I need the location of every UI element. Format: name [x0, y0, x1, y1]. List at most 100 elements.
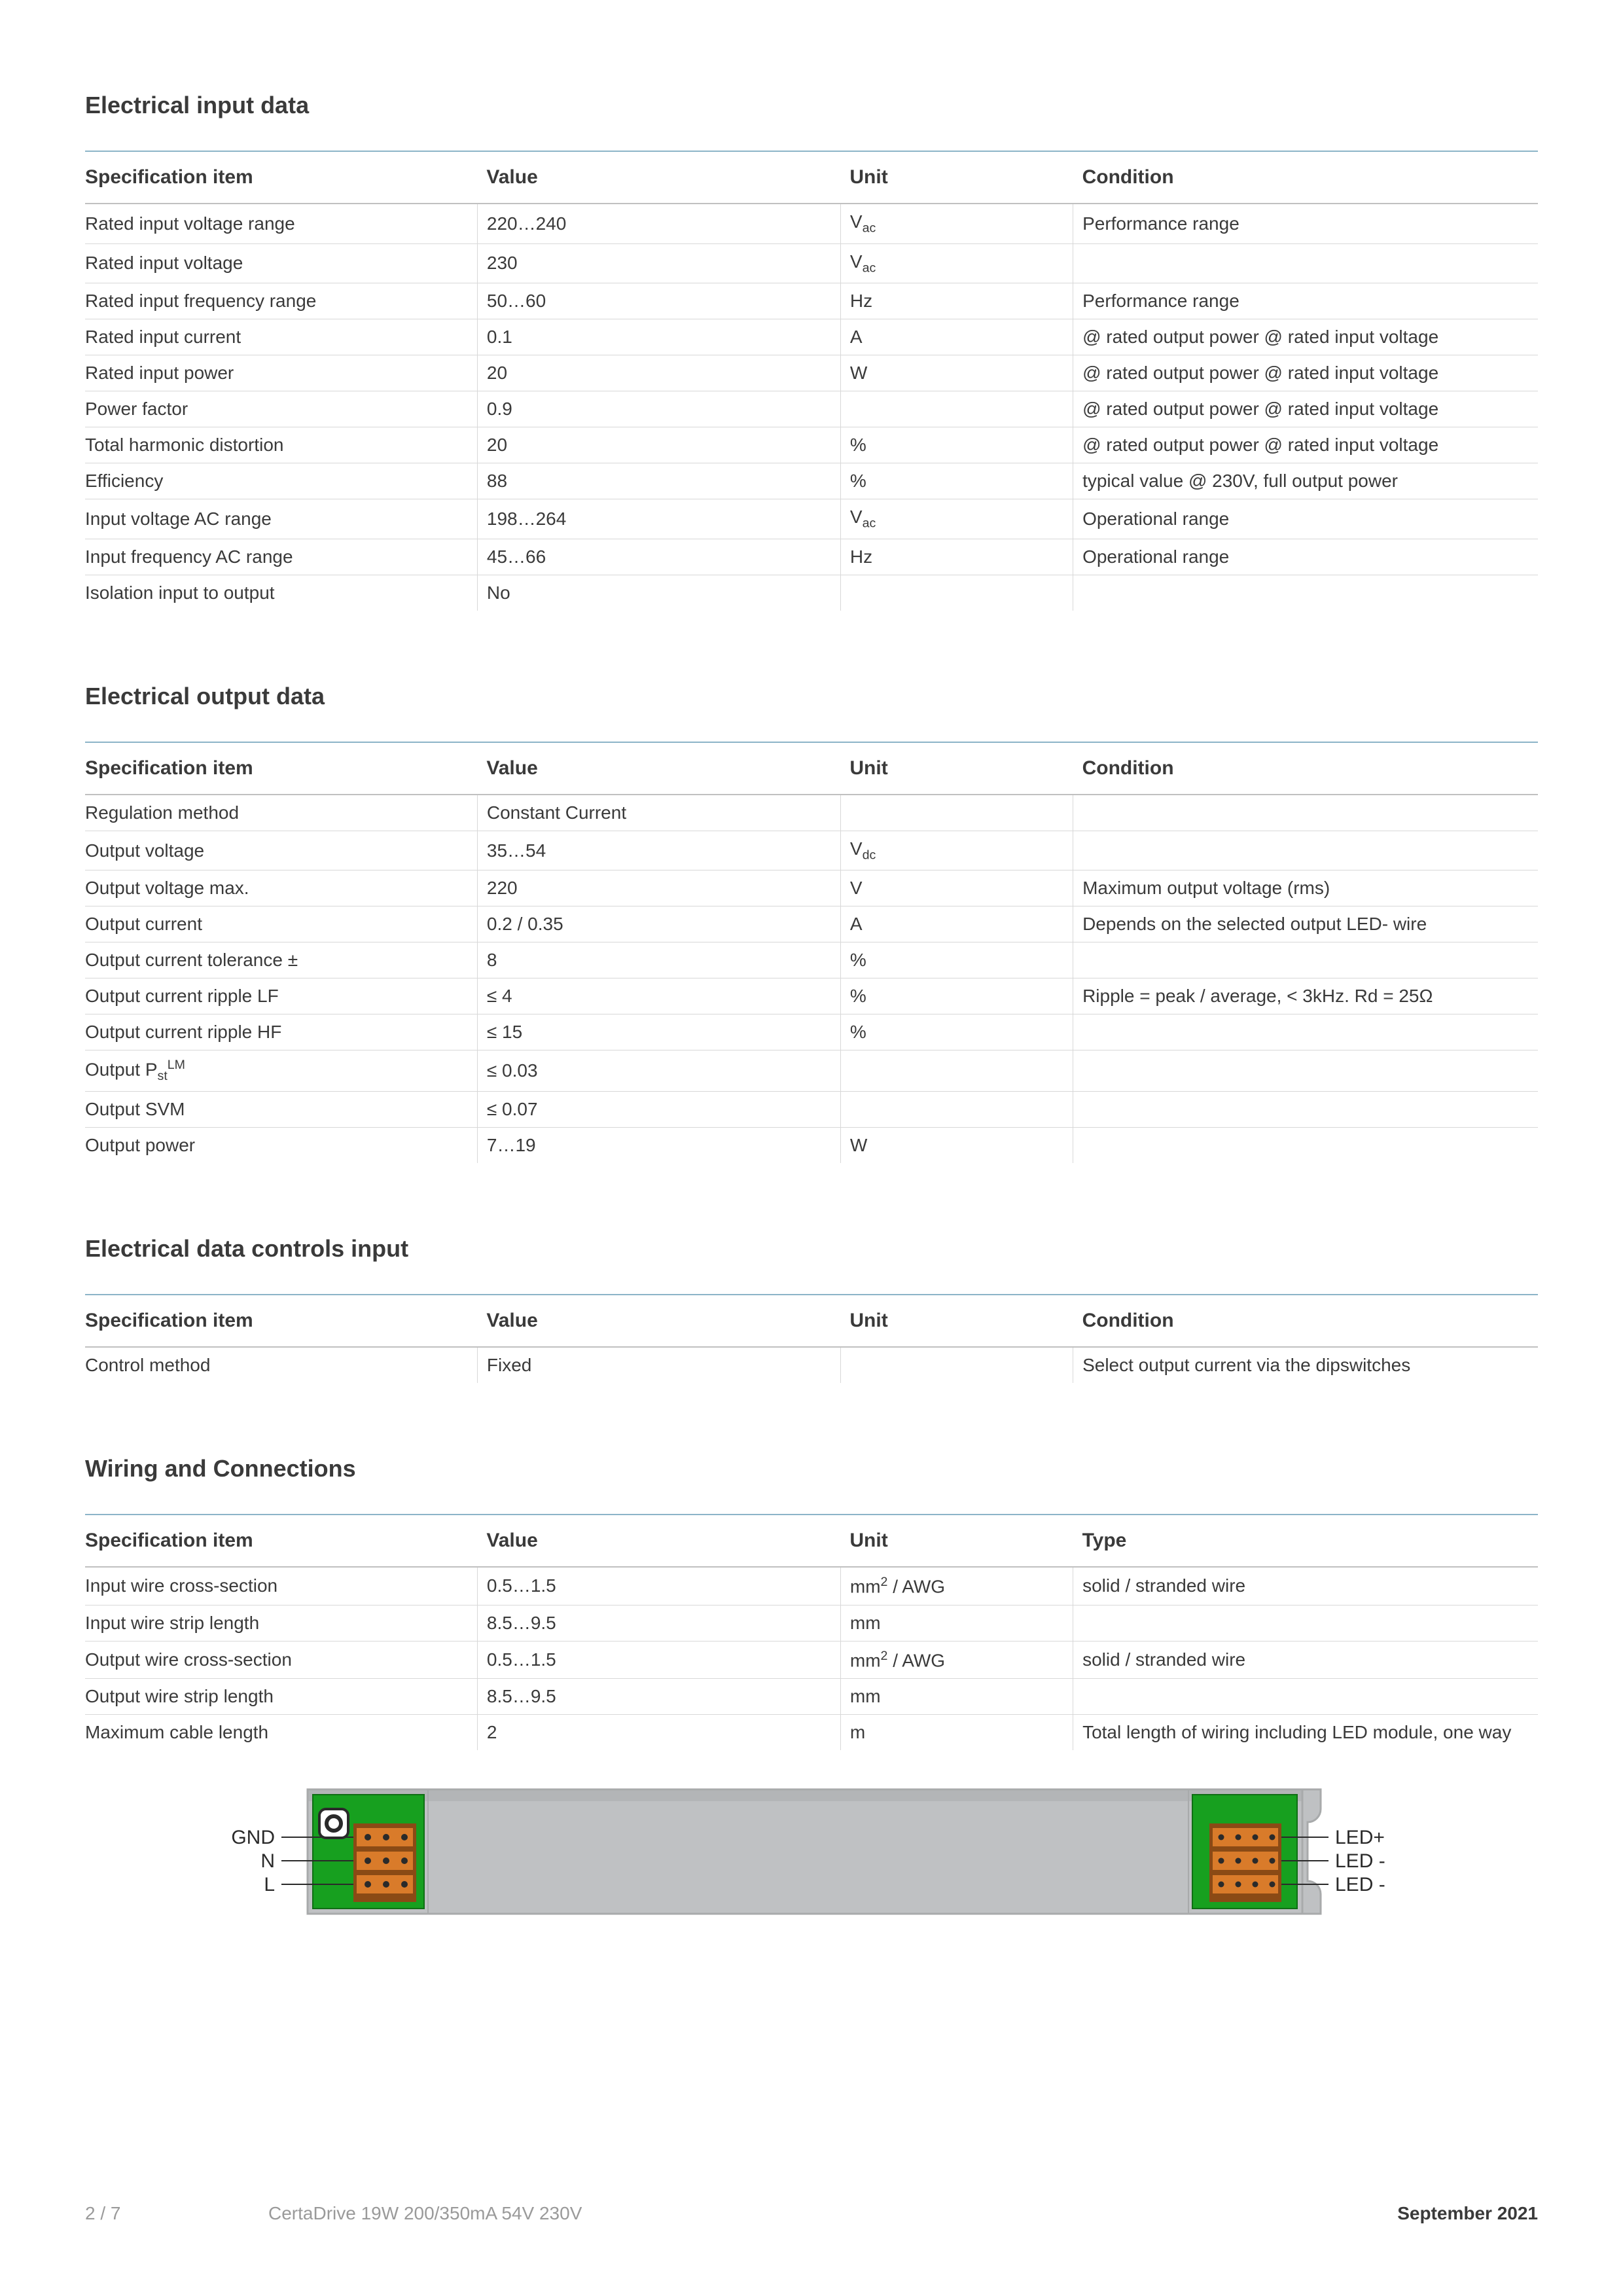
- cell-condition: [1073, 1092, 1538, 1128]
- cell-value: 45…66: [477, 539, 840, 575]
- table-row: Input wire cross-section0.5…1.5mm2 / AWG…: [85, 1567, 1538, 1605]
- cell-value: 0.5…1.5: [477, 1641, 840, 1678]
- col-header-condition: Condition: [1073, 151, 1538, 204]
- table-row: Output current0.2 / 0.35ADepends on the …: [85, 906, 1538, 942]
- cell-condition: [1073, 575, 1538, 611]
- diagram-label-right: LED -: [1335, 1874, 1385, 1895]
- cell-value: 50…60: [477, 283, 840, 319]
- cell-value: ≤ 15: [477, 1014, 840, 1050]
- cell-unit: %: [840, 463, 1073, 499]
- section-title: Electrical input data: [85, 92, 1538, 119]
- col-header-unit: Unit: [840, 742, 1073, 795]
- cell-spec: Rated input frequency range: [85, 283, 477, 319]
- cell-condition: Maximum output voltage (rms): [1073, 870, 1538, 906]
- section-title: Electrical data controls input: [85, 1235, 1538, 1263]
- section-controls-input: Electrical data controls input Specifica…: [85, 1235, 1538, 1383]
- cell-value: ≤ 0.03: [477, 1050, 840, 1092]
- cell-condition: Total length of wiring including LED mod…: [1073, 1714, 1538, 1750]
- table-row: Rated input current0.1A@ rated output po…: [85, 319, 1538, 355]
- table-row: Efficiency88%typical value @ 230V, full …: [85, 463, 1538, 499]
- section-title: Wiring and Connections: [85, 1455, 1538, 1482]
- table-row: Output current ripple LF≤ 4%Ripple = pea…: [85, 978, 1538, 1014]
- wiring-diagram: GNDNLLED+LED -LED -: [170, 1776, 1453, 1927]
- cell-unit: %: [840, 942, 1073, 978]
- cell-unit: [840, 391, 1073, 427]
- table-row: Regulation methodConstant Current: [85, 795, 1538, 831]
- diagram-label-left: GND: [231, 1827, 275, 1848]
- table-row: Output PstLM≤ 0.03: [85, 1050, 1538, 1092]
- cell-value: 220: [477, 870, 840, 906]
- cell-spec: Output power: [85, 1128, 477, 1164]
- table-electrical-output: Specification item Value Unit Condition …: [85, 742, 1538, 1164]
- product-name: CertaDrive 19W 200/350mA 54V 230V: [268, 2203, 1397, 2224]
- cell-spec: Output wire strip length: [85, 1678, 477, 1714]
- table-row: Output voltage max.220VMaximum output vo…: [85, 870, 1538, 906]
- cell-condition: [1073, 831, 1538, 870]
- cell-spec: Output SVM: [85, 1092, 477, 1128]
- table-row: Total harmonic distortion20%@ rated outp…: [85, 427, 1538, 463]
- cell-unit: [840, 1050, 1073, 1092]
- cell-condition: Depends on the selected output LED- wire: [1073, 906, 1538, 942]
- diagram-label-left: L: [264, 1874, 275, 1895]
- cell-condition: [1073, 795, 1538, 831]
- cell-condition: Performance range: [1073, 204, 1538, 243]
- table-row: Input frequency AC range45…66HzOperation…: [85, 539, 1538, 575]
- cell-spec: Input wire cross-section: [85, 1567, 477, 1605]
- cell-value: 230: [477, 243, 840, 283]
- cell-spec: Output current tolerance ±: [85, 942, 477, 978]
- cell-unit: Vdc: [840, 831, 1073, 870]
- col-header-value: Value: [477, 742, 840, 795]
- cell-condition: Performance range: [1073, 283, 1538, 319]
- cell-unit: [840, 1347, 1073, 1383]
- cell-value: 0.1: [477, 319, 840, 355]
- cell-unit: mm2 / AWG: [840, 1641, 1073, 1678]
- col-header-type: Type: [1073, 1515, 1538, 1567]
- cell-unit: Vac: [840, 204, 1073, 243]
- table-row: Input wire strip length8.5…9.5mm: [85, 1605, 1538, 1641]
- cell-condition: solid / stranded wire: [1073, 1567, 1538, 1605]
- cell-unit: A: [840, 906, 1073, 942]
- table-row: Rated input voltage230Vac: [85, 243, 1538, 283]
- diagram-label-right: LED+: [1335, 1827, 1385, 1848]
- cell-unit: Vac: [840, 243, 1073, 283]
- cell-value: 8: [477, 942, 840, 978]
- cell-unit: mm2 / AWG: [840, 1567, 1073, 1605]
- cell-value: 20: [477, 427, 840, 463]
- cell-condition: [1073, 1128, 1538, 1164]
- cell-value: 8.5…9.5: [477, 1678, 840, 1714]
- cell-unit: %: [840, 427, 1073, 463]
- cell-value: 7…19: [477, 1128, 840, 1164]
- table-row: Output wire strip length8.5…9.5mm: [85, 1678, 1538, 1714]
- cell-spec: Maximum cable length: [85, 1714, 477, 1750]
- cell-spec: Rated input voltage range: [85, 204, 477, 243]
- col-header-unit: Unit: [840, 151, 1073, 204]
- col-header-spec: Specification item: [85, 1295, 477, 1347]
- cell-unit: %: [840, 1014, 1073, 1050]
- cell-condition: typical value @ 230V, full output power: [1073, 463, 1538, 499]
- cell-unit: [840, 575, 1073, 611]
- cell-condition: [1073, 1050, 1538, 1092]
- cell-condition: [1073, 942, 1538, 978]
- cell-condition: @ rated output power @ rated input volta…: [1073, 319, 1538, 355]
- table-row: Output power7…19W: [85, 1128, 1538, 1164]
- col-header-spec: Specification item: [85, 1515, 477, 1567]
- table-row: Rated input voltage range220…240VacPerfo…: [85, 204, 1538, 243]
- cell-spec: Rated input current: [85, 319, 477, 355]
- cell-spec: Output voltage max.: [85, 870, 477, 906]
- cell-unit: V: [840, 870, 1073, 906]
- cell-value: 0.9: [477, 391, 840, 427]
- cell-condition: [1073, 1678, 1538, 1714]
- table-row: Output current ripple HF≤ 15%: [85, 1014, 1538, 1050]
- cell-spec: Control method: [85, 1347, 477, 1383]
- cell-condition: Select output current via the dipswitche…: [1073, 1347, 1538, 1383]
- table-electrical-input: Specification item Value Unit Condition …: [85, 151, 1538, 611]
- cell-spec: Efficiency: [85, 463, 477, 499]
- cell-value: Fixed: [477, 1347, 840, 1383]
- cell-unit: m: [840, 1714, 1073, 1750]
- table-row: Control methodFixed Select output current…: [85, 1347, 1538, 1383]
- cell-value: 35…54: [477, 831, 840, 870]
- section-wiring: Wiring and Connections Specification ite…: [85, 1455, 1538, 1927]
- cell-condition: solid / stranded wire: [1073, 1641, 1538, 1678]
- footer-date: September 2021: [1397, 2203, 1538, 2224]
- cell-unit: Vac: [840, 499, 1073, 539]
